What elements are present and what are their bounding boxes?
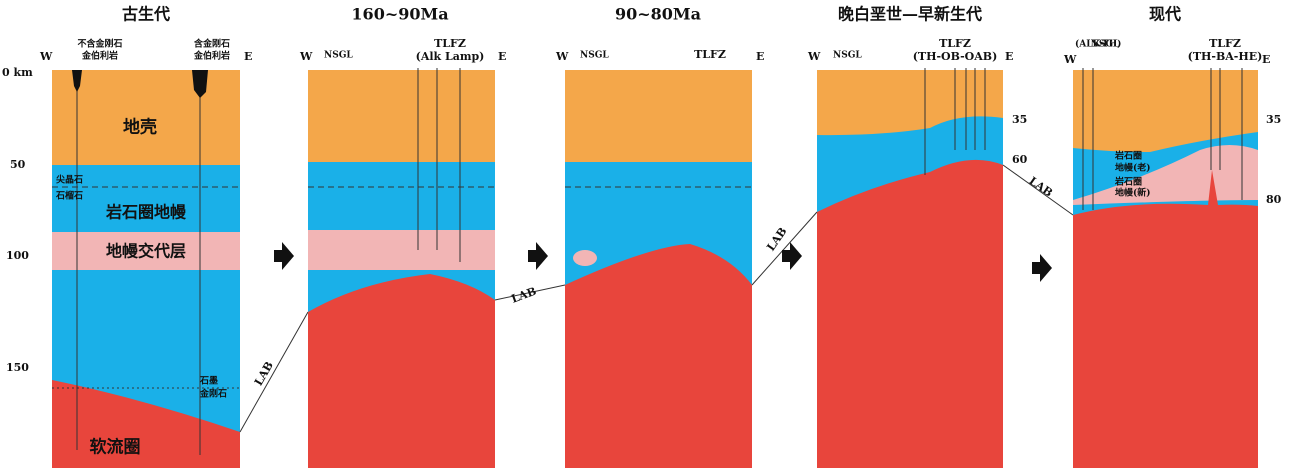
depth-label: 150 xyxy=(6,361,29,374)
lab-label: LAB xyxy=(1027,174,1055,199)
label: 80 xyxy=(1266,193,1282,206)
crust xyxy=(817,70,1003,136)
west: W xyxy=(1063,53,1077,66)
crust xyxy=(1073,70,1258,152)
asthenosphere xyxy=(565,244,752,468)
label: (Alk Lamp) xyxy=(416,50,485,63)
west: W xyxy=(807,50,821,63)
label: 地幔(新) xyxy=(1115,187,1151,199)
label: 金伯利岩 xyxy=(81,50,118,62)
fault xyxy=(924,68,986,175)
label: 岩石圈 xyxy=(1114,176,1142,188)
east: E xyxy=(1262,53,1270,66)
label: TLFZ xyxy=(434,37,466,50)
label: 含金刚石 xyxy=(193,38,230,50)
label: 软流圈 xyxy=(90,437,141,458)
label: 金伯利岩 xyxy=(193,50,230,62)
east: E xyxy=(756,50,764,63)
east: E xyxy=(1005,50,1013,63)
crust xyxy=(308,70,495,162)
label: 35 xyxy=(1266,113,1281,126)
panel-1: 古生代 W E 不含金刚石 金伯利岩 含金刚石 金伯利岩 地壳 尖晶石 石榴石 … xyxy=(39,5,276,468)
arrow xyxy=(528,242,548,270)
label: TLFZ xyxy=(1209,37,1241,50)
depth-label: 100 xyxy=(6,249,29,262)
depth-label: 0 km xyxy=(2,66,33,79)
west: W xyxy=(39,50,53,63)
panel-4: 晚白垩世—早新生代 W E NSGL TLFZ (TH-OB-OAB) 35 6… xyxy=(807,5,1055,468)
panel-title: 现代 xyxy=(1149,5,1181,24)
lab-label: LAB xyxy=(764,225,789,253)
label: NSGL xyxy=(1091,40,1120,50)
pipe-top xyxy=(192,70,208,98)
crust xyxy=(565,70,752,162)
panel-3: 90~80Ma W E NSGL TLFZ LAB xyxy=(555,5,790,468)
panel-5: 现代 W (ALK-TH) NSGL TLFZ (TH-BA-HE) E 35 … xyxy=(1063,5,1282,468)
label: 石榴石 xyxy=(55,190,83,202)
east: E xyxy=(498,50,506,63)
panel-title: 160~90Ma xyxy=(351,5,448,24)
label: 不含金刚石 xyxy=(77,38,122,50)
asthenosphere xyxy=(308,274,495,468)
label: 地幔(老) xyxy=(1115,162,1151,174)
label: 岩石圈 xyxy=(1114,150,1142,162)
arrow xyxy=(1032,254,1052,282)
panel-title: 晚白垩世—早新生代 xyxy=(838,5,982,24)
metasomatic-layer xyxy=(52,232,240,270)
label: (TH-BA-HE) xyxy=(1188,50,1263,63)
label: 石墨 xyxy=(199,376,218,387)
fault xyxy=(1082,68,1243,210)
crust xyxy=(52,70,240,165)
east: E xyxy=(244,50,252,63)
label: TLFZ xyxy=(694,48,726,61)
fault xyxy=(417,68,461,262)
arrow xyxy=(274,242,294,270)
label: 60 xyxy=(1012,153,1028,166)
label: 金刚石 xyxy=(199,388,227,400)
label: 尖晶石 xyxy=(56,174,83,186)
asthenosphere xyxy=(52,380,240,468)
label: NSGL xyxy=(833,51,862,61)
depth-label: 50 xyxy=(10,158,26,171)
metasomatic-layer xyxy=(308,230,495,270)
label: 岩石圈地幔 xyxy=(105,203,187,222)
west: W xyxy=(299,50,313,63)
lab-label: LAB xyxy=(510,285,538,306)
label: NSGL xyxy=(324,51,353,61)
label: 地幔交代层 xyxy=(106,242,186,261)
lab-line xyxy=(239,164,1074,433)
label: (TH-OB-OAB) xyxy=(913,50,998,63)
label: 地壳 xyxy=(123,117,157,138)
panel-title: 90~80Ma xyxy=(615,5,701,24)
lab-label: LAB xyxy=(252,359,276,388)
west: W xyxy=(555,50,569,63)
arrows xyxy=(274,242,1052,282)
panel-title: 古生代 xyxy=(122,5,170,24)
pink-body xyxy=(573,250,597,266)
asthenosphere xyxy=(817,159,1003,468)
arrow xyxy=(782,242,802,270)
panel-2: 160~90Ma W E NSGL TLFZ (Alk Lamp) LAB xyxy=(299,5,538,468)
asthenosphere xyxy=(1073,170,1258,468)
label: NSGL xyxy=(580,51,609,61)
pipe-top xyxy=(72,70,82,92)
label: 35 xyxy=(1012,113,1027,126)
label: (ALK-TH) xyxy=(1075,39,1121,50)
label: TLFZ xyxy=(939,37,971,50)
